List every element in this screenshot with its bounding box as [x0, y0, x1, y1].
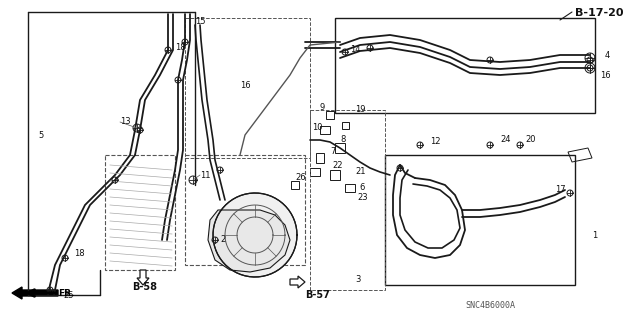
Text: 10: 10 [312, 122, 323, 131]
Bar [342, 122, 349, 129]
Text: 5: 5 [38, 130, 44, 139]
Text: 6: 6 [359, 183, 364, 192]
Bar [385, 155, 575, 285]
Text: B-57: B-57 [305, 290, 330, 300]
Text: 16: 16 [240, 80, 251, 90]
Text: 18: 18 [74, 249, 84, 257]
Text: 20: 20 [525, 136, 536, 145]
Text: FR.: FR. [58, 288, 74, 298]
Text: 2: 2 [220, 235, 225, 244]
Text: 19: 19 [355, 106, 365, 115]
Polygon shape [137, 270, 149, 285]
Text: 16: 16 [600, 70, 611, 79]
Polygon shape [208, 210, 290, 272]
Text: 18: 18 [175, 43, 186, 53]
Text: B-17-20: B-17-20 [575, 8, 623, 18]
Polygon shape [290, 276, 305, 288]
Text: 22: 22 [332, 160, 342, 169]
Text: 25: 25 [63, 292, 74, 300]
Bar [291, 181, 299, 189]
Text: SNC4B6000A: SNC4B6000A [465, 300, 515, 309]
Text: 4: 4 [605, 50, 611, 60]
Text: 13: 13 [120, 117, 131, 127]
FancyArrow shape [12, 287, 58, 299]
Bar [310, 110, 385, 290]
Text: 9: 9 [320, 103, 325, 113]
Text: B-58: B-58 [132, 282, 157, 292]
Text: 21: 21 [355, 167, 365, 176]
Bar [320, 126, 330, 134]
Text: 7: 7 [330, 147, 335, 157]
Text: 8: 8 [340, 136, 346, 145]
Text: 11: 11 [200, 170, 211, 180]
Text: 3: 3 [355, 276, 360, 285]
Bar [330, 170, 340, 180]
Text: 17: 17 [555, 186, 566, 195]
Text: 15: 15 [195, 18, 205, 26]
Bar [185, 18, 310, 158]
Bar [185, 155, 305, 265]
Text: 24: 24 [500, 136, 511, 145]
Text: 23: 23 [357, 192, 367, 202]
Text: 1: 1 [592, 231, 597, 240]
Text: 14: 14 [350, 46, 360, 55]
Polygon shape [213, 193, 297, 277]
Text: 12: 12 [430, 137, 440, 146]
Bar [326, 111, 334, 119]
Bar [310, 168, 320, 176]
Bar [105, 155, 175, 270]
Text: 26: 26 [295, 173, 306, 182]
Bar [335, 18, 595, 113]
Bar [335, 143, 345, 153]
Bar [316, 153, 324, 163]
Bar [345, 184, 355, 192]
